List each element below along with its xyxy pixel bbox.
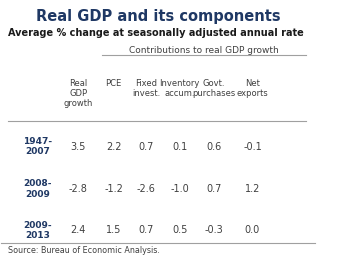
Text: 0.5: 0.5 <box>172 225 187 235</box>
Text: Real GDP and its components: Real GDP and its components <box>36 9 280 24</box>
Text: 0.0: 0.0 <box>245 225 260 235</box>
Text: 0.7: 0.7 <box>206 184 222 194</box>
Text: -1.2: -1.2 <box>104 184 123 194</box>
Text: 1.2: 1.2 <box>245 184 260 194</box>
Text: PCE: PCE <box>105 79 122 88</box>
Text: 2009-
2013: 2009- 2013 <box>23 221 52 240</box>
Text: 3.5: 3.5 <box>71 142 86 152</box>
Text: 2008-
2009: 2008- 2009 <box>23 179 52 199</box>
Text: 2.2: 2.2 <box>106 142 121 152</box>
Text: Net
exports: Net exports <box>237 79 268 98</box>
Text: -0.3: -0.3 <box>205 225 223 235</box>
Text: 2.4: 2.4 <box>71 225 86 235</box>
Text: 0.7: 0.7 <box>139 225 154 235</box>
Text: -2.6: -2.6 <box>137 184 156 194</box>
Text: Fixed
invest.: Fixed invest. <box>132 79 160 98</box>
Text: -2.8: -2.8 <box>69 184 88 194</box>
Text: 0.7: 0.7 <box>139 142 154 152</box>
Text: Contributions to real GDP growth: Contributions to real GDP growth <box>129 46 279 55</box>
Text: Govt.
purchases: Govt. purchases <box>192 79 236 98</box>
Text: 1.5: 1.5 <box>106 225 121 235</box>
Text: 0.6: 0.6 <box>206 142 222 152</box>
Text: Average % change at seasonally adjusted annual rate: Average % change at seasonally adjusted … <box>8 28 303 38</box>
Text: -1.0: -1.0 <box>170 184 189 194</box>
Text: -0.1: -0.1 <box>243 142 262 152</box>
Text: Inventory
accum.: Inventory accum. <box>159 79 200 98</box>
Text: Source: Bureau of Economic Analysis.: Source: Bureau of Economic Analysis. <box>8 246 159 255</box>
Text: 0.1: 0.1 <box>172 142 187 152</box>
Text: Real
GDP
growth: Real GDP growth <box>64 79 93 108</box>
Text: 1947-
2007: 1947- 2007 <box>23 137 52 157</box>
